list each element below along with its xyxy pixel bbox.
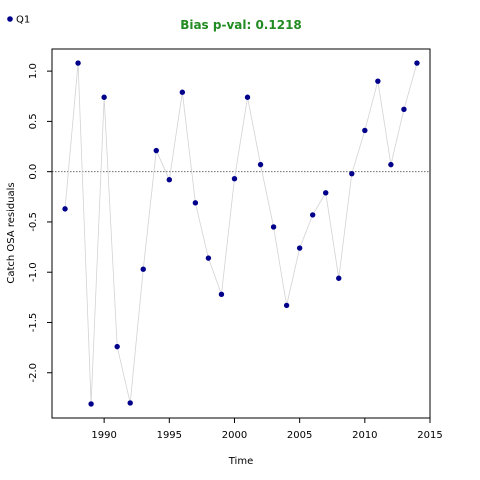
data-point: [401, 106, 407, 113]
data-point: [218, 291, 225, 298]
data-point: [166, 177, 173, 183]
legend-label-q1: Q1: [16, 15, 30, 26]
x-tick-label: 2005: [287, 430, 312, 441]
x-tick-label: 2000: [222, 430, 247, 441]
y-tick-label: -1.5: [28, 313, 39, 333]
legend-marker-q1: [7, 16, 13, 22]
data-point: [309, 212, 316, 218]
data-point: [205, 255, 212, 261]
data-point: [88, 401, 94, 407]
data-point: [127, 400, 133, 406]
y-tick-label: 0.5: [28, 113, 39, 129]
x-tick-label: 2015: [417, 430, 442, 441]
x-axis-title: Time: [228, 456, 253, 467]
legend: Q1: [7, 15, 30, 26]
y-tick-label: 0.0: [28, 164, 39, 180]
data-point: [270, 224, 277, 230]
axes: 1990 1995 2000 2005 2010 2015 -2.0 -1.5 -1.0 -0.5…: [28, 48, 443, 441]
data-point: [283, 302, 290, 309]
data-point: [296, 245, 303, 251]
y-tick-label: -0.5: [28, 212, 39, 232]
data-point: [62, 206, 68, 212]
data-point: [101, 94, 107, 100]
y-axis-title: Catch OSA residuals: [6, 182, 17, 283]
data-point: [140, 266, 146, 272]
data-point: [414, 60, 420, 66]
chart-title: Bias p-val: 0.1218: [180, 18, 302, 32]
data-point: [192, 200, 199, 206]
plot-frame: [51, 48, 431, 419]
data-point: [244, 94, 251, 100]
data-point: [375, 78, 381, 84]
data-point: [323, 190, 329, 196]
data-point: [179, 89, 186, 95]
plot-area: [52, 60, 430, 407]
data-point: [349, 170, 355, 177]
data-point: [257, 161, 264, 168]
x-tick-label: 2010: [352, 430, 377, 441]
x-tick-label: 1990: [91, 430, 116, 441]
y-tick-label: -2.0: [28, 363, 39, 383]
y-tick-label: 1.0: [28, 63, 39, 79]
x-tick-label: 1995: [157, 430, 182, 441]
y-tick-label: -1.0: [28, 262, 39, 282]
data-point: [231, 176, 238, 182]
data-point: [153, 147, 159, 154]
data-point: [362, 127, 368, 134]
series-line-q1: [64, 62, 418, 404]
data-point: [114, 343, 120, 350]
data-point: [388, 161, 394, 168]
data-point: [336, 275, 342, 281]
data-point: [75, 60, 81, 66]
